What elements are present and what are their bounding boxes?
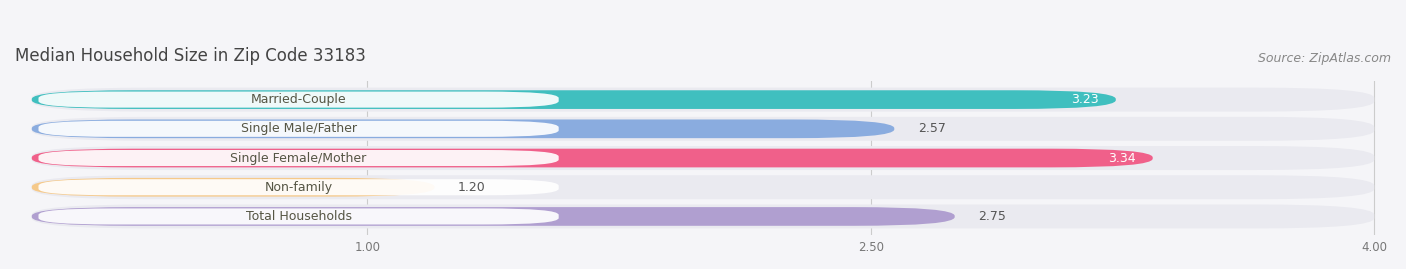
- Text: 1.20: 1.20: [458, 181, 485, 194]
- FancyBboxPatch shape: [32, 149, 1153, 167]
- FancyBboxPatch shape: [32, 178, 434, 197]
- FancyBboxPatch shape: [38, 208, 558, 225]
- Text: Source: ZipAtlas.com: Source: ZipAtlas.com: [1258, 52, 1391, 65]
- FancyBboxPatch shape: [38, 150, 558, 166]
- Text: Married-Couple: Married-Couple: [250, 93, 346, 106]
- Text: Total Households: Total Households: [246, 210, 352, 223]
- FancyBboxPatch shape: [32, 175, 1374, 199]
- FancyBboxPatch shape: [38, 179, 558, 195]
- Text: Single Male/Father: Single Male/Father: [240, 122, 357, 135]
- Text: 3.23: 3.23: [1071, 93, 1099, 106]
- FancyBboxPatch shape: [32, 119, 894, 138]
- Text: 2.75: 2.75: [979, 210, 1007, 223]
- Text: 3.34: 3.34: [1108, 151, 1136, 165]
- FancyBboxPatch shape: [32, 204, 1374, 228]
- FancyBboxPatch shape: [32, 88, 1374, 112]
- FancyBboxPatch shape: [38, 91, 558, 108]
- FancyBboxPatch shape: [32, 117, 1374, 141]
- Text: Median Household Size in Zip Code 33183: Median Household Size in Zip Code 33183: [15, 47, 366, 65]
- FancyBboxPatch shape: [32, 90, 1116, 109]
- Text: 2.57: 2.57: [918, 122, 946, 135]
- FancyBboxPatch shape: [38, 121, 558, 137]
- FancyBboxPatch shape: [32, 207, 955, 226]
- Text: Single Female/Mother: Single Female/Mother: [231, 151, 367, 165]
- FancyBboxPatch shape: [32, 146, 1374, 170]
- Text: Non-family: Non-family: [264, 181, 333, 194]
